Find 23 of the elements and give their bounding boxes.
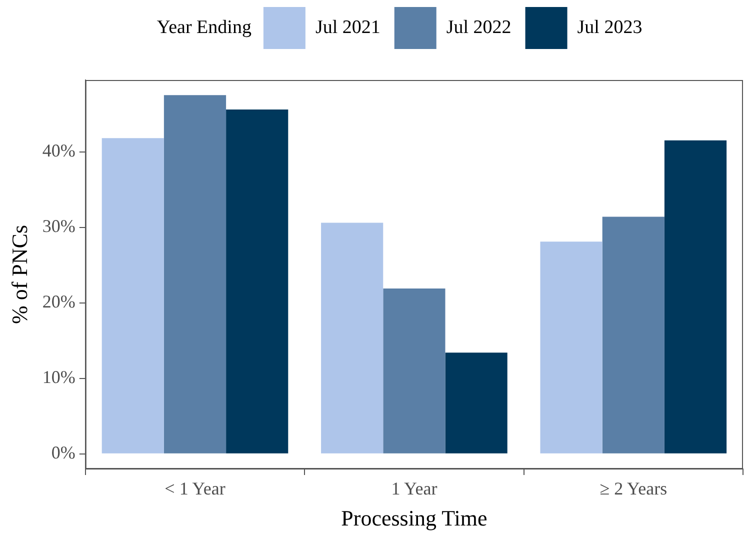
bar (602, 216, 664, 454)
bar (445, 352, 508, 454)
legend-label: Jul 2021 (315, 16, 380, 38)
bar (383, 288, 446, 454)
legend-label: Jul 2023 (577, 16, 642, 38)
x-tick-label: < 1 Year (164, 478, 226, 499)
y-tick-label: 10% (42, 367, 76, 388)
y-tick-label: 40% (42, 140, 76, 160)
bar (540, 242, 602, 454)
legend-label: Jul 2022 (446, 16, 512, 38)
y-tick-label: 20% (42, 292, 76, 312)
y-tick-label: 30% (42, 216, 76, 236)
x-tick-label: 1 Year (391, 478, 438, 499)
bar (102, 138, 164, 454)
bar (664, 140, 727, 454)
bar (164, 95, 226, 454)
bar (321, 222, 384, 454)
x-tick-label: ≥ 2 Years (600, 478, 668, 499)
legend-title: Year Ending (156, 16, 252, 38)
bar (226, 109, 288, 454)
x-axis-title: Processing Time (341, 506, 488, 531)
y-tick-label: 0% (51, 442, 76, 463)
y-axis-title: % of PNCs (6, 224, 32, 324)
